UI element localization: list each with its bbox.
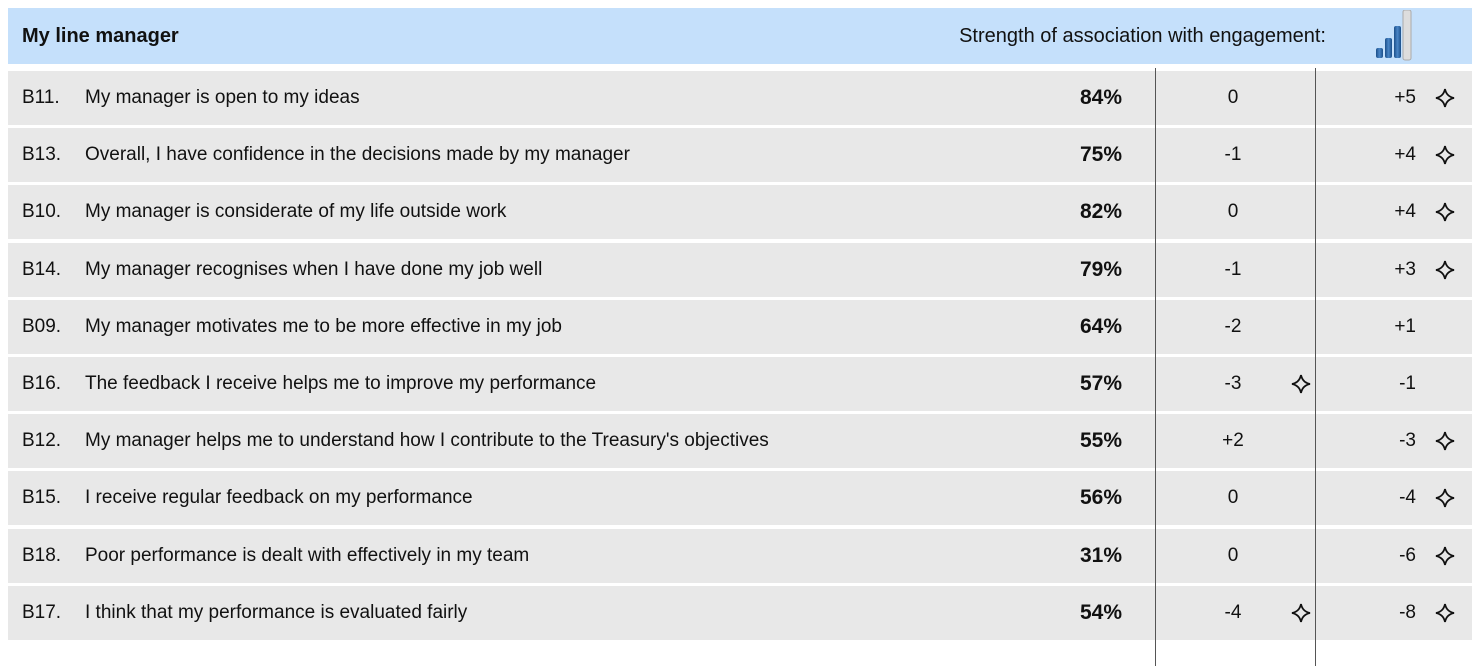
text: The feedback I receive helps me to impro… <box>85 373 597 394</box>
table-row: B12. My manager helps me to understand ho… <box>8 414 1472 469</box>
score: 31% <box>1079 543 1122 567</box>
change-1: -2 <box>1224 315 1242 337</box>
text: My manager recognises when I have done m… <box>85 258 543 280</box>
table-row: B11. My manager is open to my ideas 84% 0 +5 <box>8 71 1472 125</box>
text: My manager helps me to understand how I … <box>85 430 769 452</box>
score: 64% <box>1079 314 1122 338</box>
change-1: +2 <box>1222 430 1244 452</box>
score: 75% <box>1079 143 1122 167</box>
code: B09. <box>22 315 62 337</box>
significance-star <box>1435 88 1455 108</box>
change-2: +4 <box>1394 144 1416 166</box>
change-1: -4 <box>1224 601 1242 623</box>
table-row: B09. My manager motivates me to be more e… <box>8 299 1472 354</box>
code: B11. <box>22 87 60 108</box>
change-1: 0 <box>1227 201 1239 223</box>
table-row: B15. I receive regular feedback on my per… <box>8 471 1472 526</box>
column-divider <box>1315 68 1316 666</box>
significance-star <box>1435 203 1455 222</box>
code: B10. <box>22 201 62 223</box>
title: My line manager <box>22 25 179 47</box>
significance-star <box>1291 603 1311 623</box>
table-row: B16. The feedback I receive helps me to i… <box>8 357 1472 411</box>
change-1: 0 <box>1227 87 1239 108</box>
change-2: -3 <box>1399 430 1416 452</box>
code: B18. <box>22 544 62 566</box>
change-2: +4 <box>1394 201 1416 223</box>
score: 54% <box>1079 600 1122 624</box>
significance-star <box>1435 145 1455 165</box>
score: 57% <box>1079 372 1122 395</box>
change-2: -6 <box>1399 544 1416 566</box>
text: Poor performance is dealt with effective… <box>85 544 530 566</box>
code: B16. <box>22 373 62 394</box>
change-1: -3 <box>1224 373 1242 394</box>
table-row: B14. My manager recognises when I have do… <box>8 242 1472 297</box>
change-2: -1 <box>1399 373 1416 394</box>
change-1: 0 <box>1227 544 1239 566</box>
code: B12. <box>22 430 62 452</box>
change-1: -1 <box>1224 144 1242 166</box>
text: I think that my performance is evaluated… <box>85 601 468 623</box>
change-2: +5 <box>1394 87 1416 108</box>
significance-star <box>1435 431 1455 451</box>
score: 55% <box>1079 429 1122 453</box>
table-row: B17. I think that my performance is evalu… <box>8 585 1472 640</box>
column-divider <box>1155 68 1156 666</box>
text: My manager motivates me to be more effec… <box>85 315 562 337</box>
code: B17. <box>22 601 62 623</box>
code: B13. <box>22 144 62 166</box>
header: My line manager Strength of association … <box>8 8 1472 64</box>
table-row: B18. Poor performance is dealt with effec… <box>8 528 1472 583</box>
change-2: +1 <box>1394 315 1416 337</box>
text: Overall, I have confidence in the decisi… <box>85 144 630 166</box>
text: My manager is considerate of my life out… <box>85 201 507 223</box>
code: B14. <box>22 258 62 280</box>
score: 82% <box>1079 200 1122 224</box>
strength-icon <box>1376 10 1412 61</box>
score: 79% <box>1079 257 1122 281</box>
change-1: -1 <box>1224 258 1242 280</box>
table-row: B13. Overall, I have confidence in the de… <box>8 128 1472 183</box>
table-row: B10. My manager is considerate of my life… <box>8 185 1472 240</box>
score: 56% <box>1079 486 1122 510</box>
change-2: +3 <box>1394 258 1416 280</box>
significance-star <box>1291 374 1311 394</box>
significance-star <box>1435 603 1455 623</box>
strength-label: Strength of association with engagement: <box>959 25 1326 47</box>
significance-star <box>1435 260 1455 279</box>
code: B15. <box>22 487 62 509</box>
change-2: -4 <box>1399 487 1416 509</box>
significance-star <box>1435 546 1455 565</box>
change-2: -8 <box>1399 601 1416 623</box>
text: I receive regular feedback on my perform… <box>85 487 473 509</box>
text: My manager is open to my ideas <box>85 87 360 108</box>
score: 84% <box>1079 86 1122 109</box>
significance-star <box>1435 489 1455 508</box>
change-1: 0 <box>1227 487 1239 509</box>
